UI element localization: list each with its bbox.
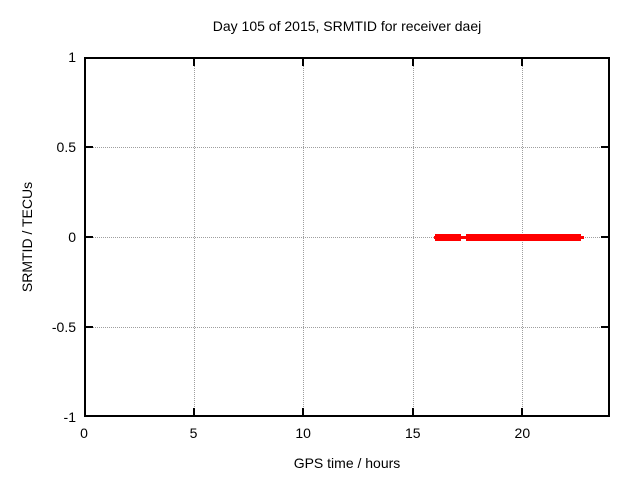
y-tick-label: 1 — [68, 49, 76, 65]
y-tick-mark — [601, 326, 608, 328]
x-tick-mark — [411, 59, 414, 66]
x-axis-label: GPS time / hours — [293, 455, 401, 471]
x-tick-mark — [192, 59, 195, 66]
y-tick-mark — [601, 146, 608, 148]
x-tick-label: 5 — [189, 425, 198, 441]
x-tick-label: 0 — [80, 425, 88, 441]
x-tick-mark — [192, 408, 195, 415]
chart-title: Day 105 of 2015, SRMTID for receiver dae… — [212, 18, 482, 34]
y-tick-mark — [86, 326, 93, 328]
y-tick-label: -0.5 — [51, 319, 76, 335]
data-series-segment — [466, 233, 581, 241]
y-tick-mark — [86, 146, 93, 148]
y-tick-mark — [86, 236, 93, 238]
y-tick-mark — [601, 236, 608, 238]
y-gridline — [86, 147, 608, 148]
x-tick-mark — [302, 59, 305, 66]
plot-area — [84, 57, 610, 417]
y-tick-label: 0.5 — [56, 139, 76, 155]
data-series-segment — [434, 233, 461, 241]
x-tick-mark — [302, 408, 305, 415]
y-gridline — [86, 237, 608, 238]
x-tick-label: 15 — [404, 425, 421, 441]
x-tick-mark — [521, 408, 524, 415]
x-tick-label: 20 — [514, 425, 531, 441]
y-gridline — [86, 327, 608, 328]
y-tick-label: -1 — [63, 409, 76, 425]
x-tick-mark — [411, 408, 414, 415]
x-tick-label: 10 — [295, 425, 311, 441]
x-tick-mark — [521, 59, 524, 66]
y-tick-label: 0 — [68, 229, 76, 245]
